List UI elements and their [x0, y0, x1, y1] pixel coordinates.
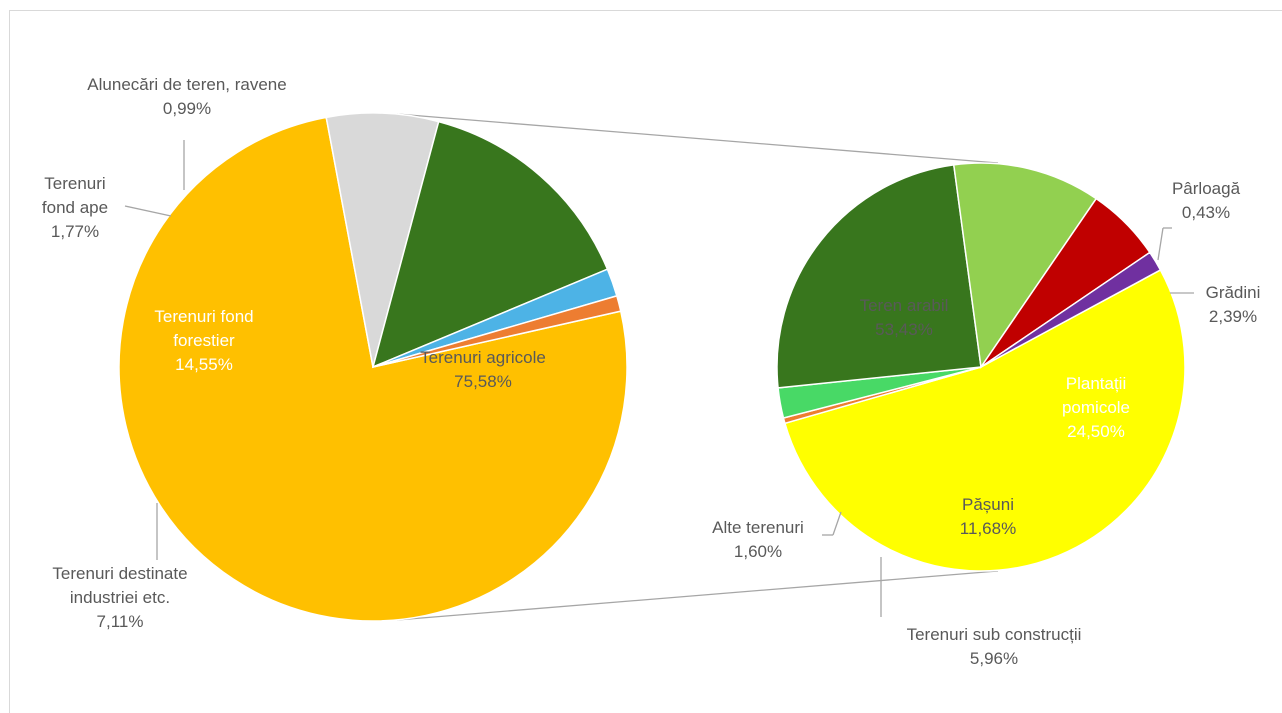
- main-label-name-line: forestier: [173, 331, 235, 350]
- main-slice-terenuri-fond-forestier: [371, 120, 609, 369]
- main-label-name-line: Terenuri fond: [154, 307, 253, 326]
- main-slice-terenuri-agricole: [118, 116, 628, 622]
- detail-label-name-line: Pășuni: [962, 495, 1014, 514]
- connector-line-bottom: [396, 570, 999, 621]
- main-slice-terenuri-destinate-industriei-etc: [325, 112, 440, 368]
- detail-label-teren-arabil: Teren arabil 53,43%: [860, 296, 949, 339]
- detail-leader-alte-terenuri: [832, 511, 842, 536]
- main-label-name-line: Terenuri agricole: [420, 348, 546, 367]
- detail-slice-plantatii-pomicole: [776, 163, 982, 389]
- main-label-terenuri-destinate-industriei-etc: Terenuri destinate industriei etc. 7,11%: [52, 564, 187, 631]
- detail-slice-teren-arabil: [784, 268, 1186, 572]
- detail-label-gradini: Grădini 2,39%: [1206, 283, 1261, 326]
- detail-label-value: 24,50%: [1067, 422, 1125, 441]
- main-leader-terenuri-fond-ape: [124, 205, 172, 217]
- main-pie: [118, 112, 628, 622]
- main-label-name-line: Terenuri destinate: [52, 564, 187, 583]
- detail-label-name-line: Plantații: [1066, 374, 1126, 393]
- detail-label-name-line: Teren arabil: [860, 296, 949, 315]
- main-slice-alunecari-de-teren-ravene: [372, 294, 622, 368]
- detail-label-value: 11,68%: [960, 519, 1016, 538]
- main-label-terenuri-fond-forestier: Terenuri fond forestier 14,55%: [154, 307, 253, 374]
- detail-label-value: 1,60%: [734, 542, 782, 561]
- main-label-name-line: fond ape: [42, 198, 108, 217]
- connector-line-top: [396, 113, 999, 164]
- data-labels: Terenuri agricole 75,58% Terenuri destinat…: [42, 75, 1261, 668]
- detail-label-terenuri-sub-constructii: Terenuri sub construcții 5,96%: [907, 625, 1082, 668]
- leader-lines: [124, 140, 1194, 617]
- main-label-value: 7,11%: [97, 612, 144, 631]
- main-label-value: 14,55%: [175, 355, 233, 374]
- connector-lines: [396, 113, 999, 621]
- main-label-value: 1,77%: [51, 222, 99, 241]
- detail-label-pasuni: Pășuni 11,68%: [960, 495, 1016, 538]
- detail-label-name-line: pomicole: [1062, 398, 1130, 417]
- detail-label-value: 5,96%: [970, 649, 1018, 668]
- main-label-value: 0,99%: [163, 99, 211, 118]
- detail-label-value: 2,39%: [1209, 307, 1257, 326]
- detail-label-name-line: Alte terenuri: [712, 518, 804, 537]
- detail-label-name-line: Grădini: [1206, 283, 1261, 302]
- detail-pie: [776, 162, 1186, 572]
- main-label-value: 75,58%: [454, 372, 512, 391]
- main-label-name-line: Terenuri: [44, 174, 105, 193]
- main-label-name-line: industriei etc.: [70, 588, 170, 607]
- detail-slice-pasuni: [952, 162, 1098, 370]
- detail-label-plantatii-pomicole: Plantații pomicole 24,50%: [1062, 374, 1130, 441]
- main-label-terenuri-fond-ape: Terenuri fond ape 1,77%: [42, 174, 108, 241]
- detail-label-value: 0,43%: [1182, 203, 1230, 222]
- main-label-alunecari-de-teren-ravene: Alunecări de teren, ravene 0,99%: [87, 75, 286, 118]
- detail-label-parloaga: Pârloagă 0,43%: [1172, 179, 1241, 222]
- main-label-name-line: Alunecări de teren, ravene: [87, 75, 286, 94]
- detail-label-value: 53,43%: [875, 320, 933, 339]
- detail-label-name-line: Terenuri sub construcții: [907, 625, 1082, 644]
- detail-leader-parloaga: [1157, 227, 1164, 261]
- main-label-terenuri-agricole: Terenuri agricole 75,58%: [420, 348, 546, 391]
- detail-label-alte-terenuri: Alte terenuri 1,60%: [712, 518, 804, 561]
- detail-label-name-line: Pârloagă: [1172, 179, 1241, 198]
- detail-slice-alte-terenuri: [980, 251, 1162, 368]
